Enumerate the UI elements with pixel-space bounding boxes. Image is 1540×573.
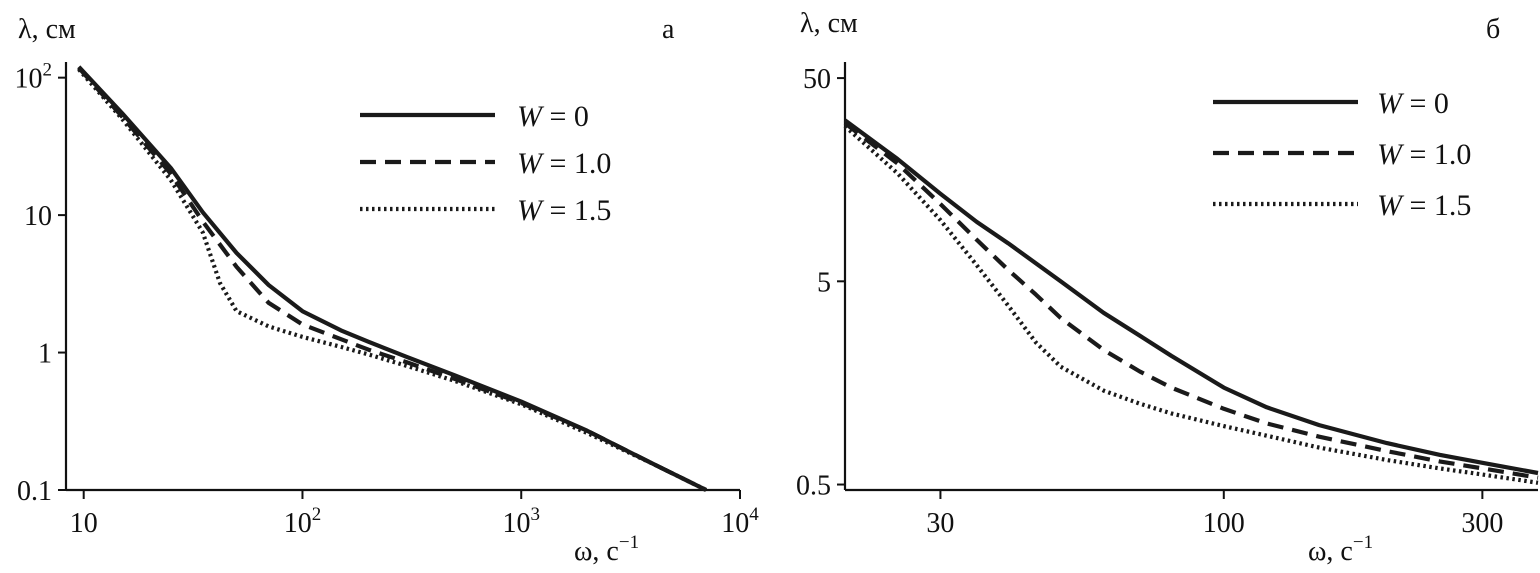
panel-b-letter: б (1486, 14, 1500, 45)
panel-a-series-2-line (77, 67, 708, 492)
panel-a-legend-label-2: W = 1.5 (517, 194, 611, 227)
panel-b-x-tick-label-1: 100 (1203, 508, 1245, 539)
panel-a-legend-label-1: W = 1.0 (517, 147, 611, 180)
panel-a-y-ticks: 102 10 1 0.1 (15, 60, 66, 507)
panel-b-legend: W = 0 W = 1.0 W = 1.5 (1213, 87, 1471, 222)
panel-a-y-label: λ, см (18, 14, 76, 45)
panel-b-legend-label-0: W = 0 (1377, 87, 1449, 120)
panel-b-series-1-line (843, 121, 1539, 480)
panel-a-y-tick-label-1: 10 (24, 201, 52, 232)
panel-b-x-label: ω, с−1 (1308, 532, 1373, 567)
panel-a-x-label: ω, с−1 (574, 532, 639, 567)
panel-a-legend: W = 0 W = 1.0 W = 1.5 (360, 100, 611, 227)
panel-a-x-tick-label-0: 10 (70, 508, 98, 539)
panel-a-series-0-line (77, 65, 708, 492)
panel-a-x-tick-label-1: 102 (284, 504, 322, 539)
panel-b-x-tick-label-2: 300 (1461, 508, 1503, 539)
panel-b-legend-label-1: W = 1.0 (1377, 138, 1471, 171)
panel-b-series (843, 118, 1539, 485)
panel-a-series (77, 65, 708, 492)
panel-a-x-ticks: 10 102 103 104 (70, 490, 759, 539)
panel-a-letter: а (662, 14, 675, 45)
panel-a-x-tick-label-3: 104 (721, 504, 759, 539)
panel-b-x-ticks: 30 100 300 (926, 490, 1503, 539)
panel-a-x-tick-label-2: 103 (502, 504, 540, 539)
panel-a-y-tick-label-2: 1 (38, 339, 52, 370)
panel-b-y-tick-label-2: 0.5 (796, 471, 831, 502)
panel-a-legend-label-0: W = 0 (517, 100, 589, 133)
panel-b-series-2-line (843, 124, 1539, 485)
panel-b-x-tick-label-0: 30 (926, 508, 954, 539)
panel-b-series-0-line (843, 118, 1539, 476)
panel-b-legend-label-2: W = 1.5 (1377, 189, 1471, 222)
panel-b-y-tick-label-1: 5 (817, 267, 831, 298)
panel-a: λ, см а ω, с−1 10 102 103 104 102 10 1 0.1 W =… (15, 14, 760, 567)
panel-b-y-ticks: 50 5 0.5 (796, 64, 845, 502)
panel-a-y-tick-label-3: 0.1 (17, 476, 52, 507)
panel-b-y-label: λ, см (800, 8, 858, 39)
panel-a-y-tick-label-0: 102 (15, 60, 53, 95)
panel-b-y-tick-label-0: 50 (803, 64, 831, 95)
panel-a-series-1-line (77, 66, 708, 492)
